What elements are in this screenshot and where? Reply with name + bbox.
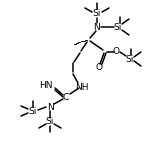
Text: Si: Si	[93, 9, 101, 18]
Text: C: C	[63, 93, 69, 102]
Text: O: O	[113, 47, 119, 57]
Text: O: O	[95, 64, 103, 73]
Text: NH: NH	[75, 82, 89, 91]
Text: Si: Si	[46, 117, 54, 126]
Text: N: N	[94, 22, 100, 31]
Text: Si: Si	[114, 22, 122, 31]
Text: HN: HN	[39, 80, 53, 89]
Text: Si: Si	[126, 55, 134, 64]
Text: Si: Si	[29, 106, 37, 115]
Text: N: N	[47, 102, 53, 111]
